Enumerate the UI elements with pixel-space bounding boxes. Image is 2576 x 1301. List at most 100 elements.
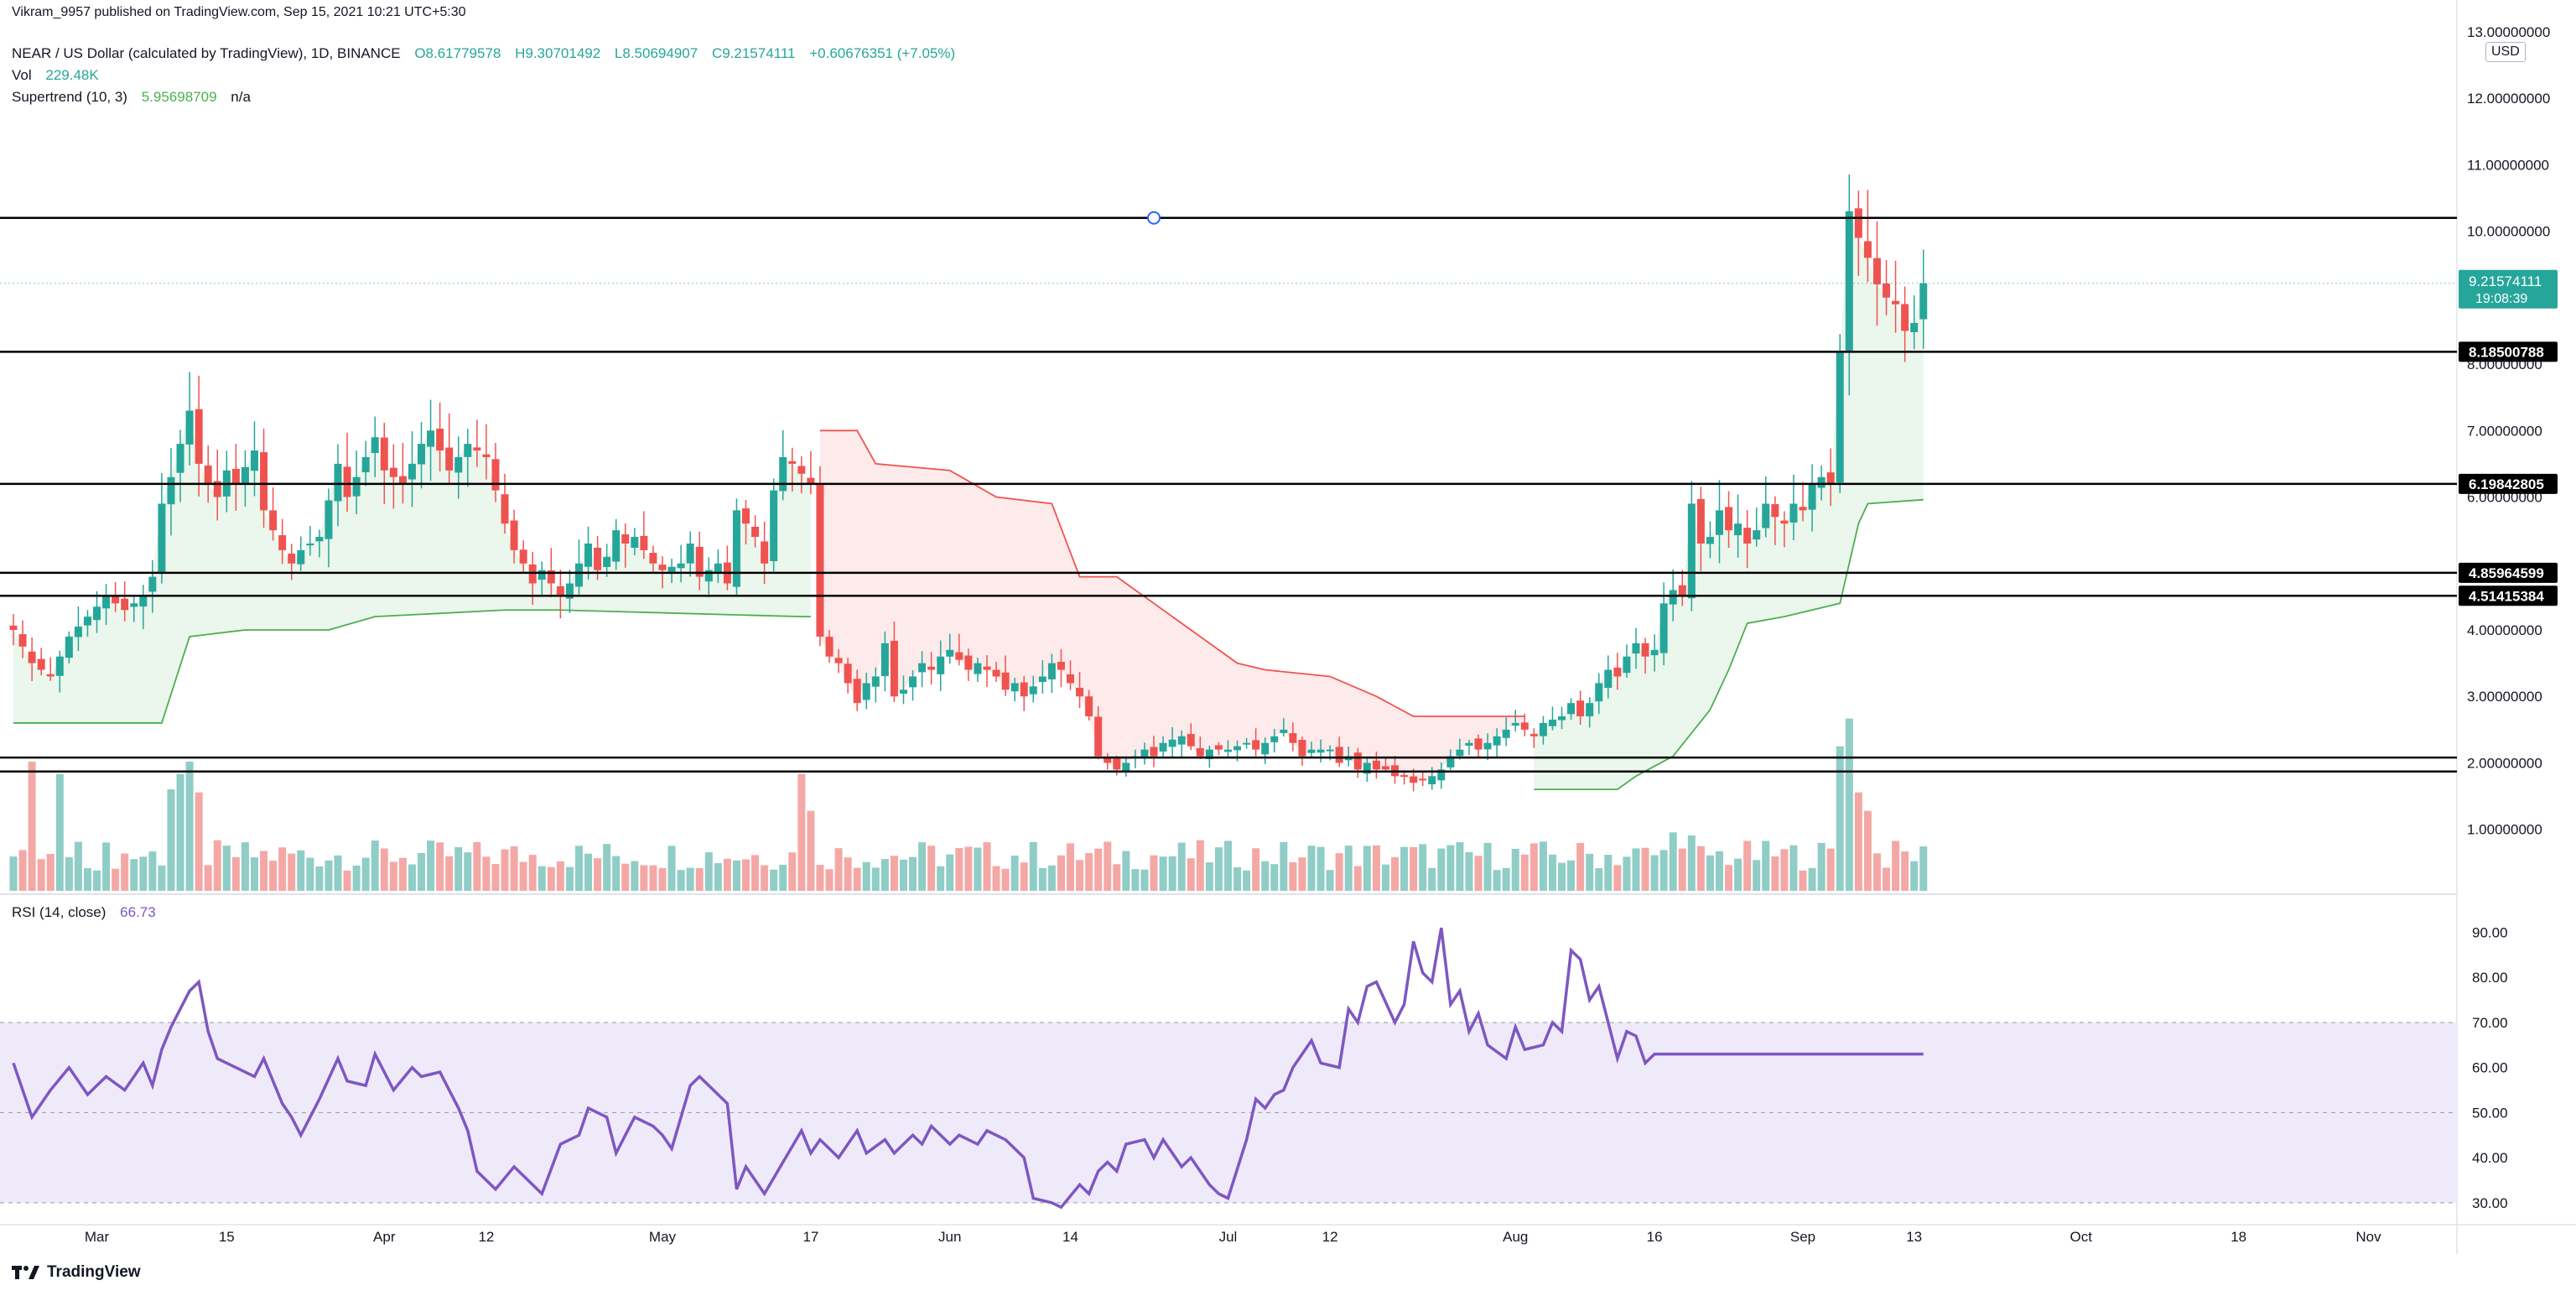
brand-logo[interactable]: TradingView [12, 1263, 141, 1282]
vol-header: Vol 229.48K [12, 67, 109, 84]
time-axis-tick-label: Apr [373, 1229, 396, 1245]
volume-bar [1520, 854, 1529, 891]
candle-body [28, 651, 36, 664]
volume-bar [1085, 853, 1093, 891]
volume-bar [315, 866, 324, 891]
ohlc-close: C9.21574111 [711, 45, 796, 61]
volume-bar [1280, 841, 1288, 891]
candle-body [974, 663, 982, 674]
candle-body [640, 535, 648, 550]
volume-bar [1780, 849, 1789, 891]
candle-body [445, 447, 454, 471]
volume-bar [1558, 862, 1566, 891]
candle-body [1317, 749, 1325, 753]
candle-body [334, 463, 342, 502]
level-price-tag [2459, 473, 2558, 494]
candle-body [408, 463, 416, 480]
supertrend-label[interactable]: Supertrend (10, 3) [12, 89, 127, 105]
volume-bar [1789, 845, 1798, 891]
vol-label[interactable]: Vol [12, 67, 32, 83]
rsi-header: RSI (14, close) 66.73 [12, 904, 166, 921]
candle-body [139, 596, 148, 607]
candle-body [899, 690, 907, 694]
volume-bar [306, 857, 314, 891]
volume-bar [158, 865, 166, 891]
volume-bar [1122, 851, 1130, 891]
candle-body [1372, 760, 1380, 770]
candle-body [65, 636, 73, 658]
current-price-label: 9.21574111 [2469, 273, 2542, 289]
volume-bar [1363, 846, 1371, 891]
price-axis-tick-label: 6.00000000 [2467, 490, 2542, 506]
candle-body [880, 643, 889, 677]
candle-body [1641, 643, 1649, 657]
volume-bar [807, 810, 815, 891]
volume-bar [195, 792, 203, 891]
volume-bar [1725, 865, 1733, 891]
volume-bar [250, 857, 258, 891]
volume-bar [1845, 718, 1853, 891]
volume-bar [260, 851, 268, 891]
currency-badge[interactable]: USD [2485, 42, 2526, 62]
candle-body [797, 466, 806, 474]
volume-bar [788, 852, 797, 891]
volume-bar [1641, 847, 1649, 891]
candle-body [1799, 507, 1807, 511]
volume-bar [1140, 869, 1149, 891]
volume-bar [1678, 848, 1686, 891]
supertrend-fill-0 [13, 410, 811, 723]
candle-body [594, 547, 602, 570]
time-axis-tick-label: 16 [1647, 1229, 1663, 1245]
volume-bar [473, 841, 481, 891]
volume-bar [946, 854, 954, 891]
candle-body [1168, 739, 1176, 747]
volume-bar [816, 865, 824, 891]
volume-bar [501, 849, 509, 891]
vol-value: 229.48K [45, 67, 99, 83]
volume-bar [1168, 856, 1176, 891]
candle-body [779, 457, 787, 492]
candle-body [1029, 686, 1037, 695]
volume-bar [1289, 862, 1297, 891]
candle-body [306, 544, 314, 546]
volume-bar [112, 868, 120, 891]
level-price-label: 6.19842805 [2469, 476, 2544, 492]
volume-bar [695, 867, 704, 891]
volume-bar [1233, 866, 1242, 891]
candle-body [658, 565, 667, 570]
volume-bar [1696, 846, 1705, 891]
volume-bar [361, 857, 370, 891]
volume-bar [899, 859, 907, 891]
volume-bar [1150, 855, 1158, 891]
volume-bar [714, 863, 722, 891]
volume-bar [1344, 846, 1353, 891]
rsi-line [12, 927, 1924, 1210]
volume-bar [927, 846, 936, 891]
volume-bar [1567, 860, 1576, 891]
rsi-label[interactable]: RSI (14, close) [12, 904, 106, 920]
candle-body [1353, 752, 1362, 770]
volume-bar [408, 864, 416, 891]
level-drag-handle[interactable] [1147, 211, 1161, 225]
volume-bar [603, 844, 611, 891]
volume-bar [1817, 842, 1826, 891]
candle-body [788, 461, 797, 464]
candle-body [1780, 520, 1789, 524]
symbol-title[interactable]: NEAR / US Dollar (calculated by TradingV… [12, 45, 401, 61]
candle-body [1872, 258, 1881, 284]
candle-body [1789, 503, 1798, 523]
volume-bar [1067, 843, 1075, 891]
candle-body [1326, 749, 1334, 752]
volume-bar [1872, 853, 1881, 891]
candle-body [1419, 778, 1427, 781]
candle-body [389, 467, 397, 477]
candle-body [862, 683, 870, 700]
candle-body [1613, 667, 1622, 677]
candle-body [112, 596, 120, 604]
volume-bar [1826, 848, 1835, 891]
candle-body [1001, 672, 1010, 690]
candle-body [751, 526, 760, 538]
volume-bar [297, 850, 305, 891]
candle-body [1335, 747, 1343, 763]
